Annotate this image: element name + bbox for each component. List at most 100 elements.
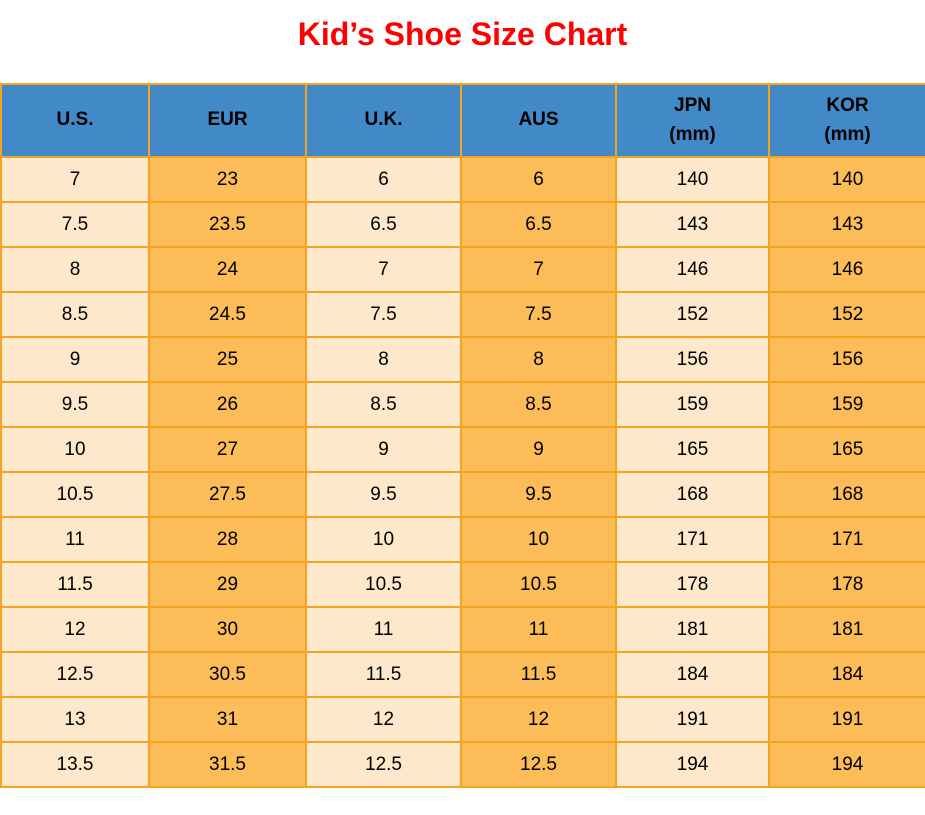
table-cell: 7 [0,156,150,203]
table-cell: 31 [148,696,307,743]
table-cell: 156 [768,336,925,383]
column-header-label: U.S. [56,109,94,131]
table-cell: 12.5 [305,741,462,788]
table-cell: 181 [615,606,770,653]
table-row: 12.5 30.5 11.5 11.5 184 184 [0,651,925,698]
table-cell: 29 [148,561,307,608]
shoe-size-table: U.S. EUR U.K. AUS JPN (mm) KOR (mm) 7 23 6 6 140 140… [0,83,925,788]
column-header-jpn: JPN (mm) [615,83,770,158]
table-cell: 9 [460,426,617,473]
table-row: 10 27 9 9 165 165 [0,426,925,473]
table-row: 9.5 26 8.5 8.5 159 159 [0,381,925,428]
table-cell: 24.5 [148,291,307,338]
table-body: 7 23 6 6 140 140 7.5 23.5 6.5 6.5 143 143 8 24 7 7 146 14… [0,156,925,788]
table-cell: 159 [768,381,925,428]
table-cell: 191 [768,696,925,743]
table-cell: 30 [148,606,307,653]
table-row: 7 23 6 6 140 140 [0,156,925,203]
table-cell: 28 [148,516,307,563]
table-cell: 25 [148,336,307,383]
table-cell: 156 [615,336,770,383]
table-cell: 171 [768,516,925,563]
table-cell: 12 [305,696,462,743]
table-row: 13 31 12 12 191 191 [0,696,925,743]
table-cell: 152 [615,291,770,338]
column-header-label: JPN [674,95,711,116]
table-cell: 12.5 [0,651,150,698]
table-cell: 11.5 [0,561,150,608]
table-row: 12 30 11 11 181 181 [0,606,925,653]
table-cell: 11 [460,606,617,653]
table-cell: 10.5 [0,471,150,518]
table-cell: 24 [148,246,307,293]
table-cell: 13 [0,696,150,743]
table-cell: 9 [305,426,462,473]
table-cell: 23 [148,156,307,203]
table-cell: 140 [615,156,770,203]
table-row: 9 25 8 8 156 156 [0,336,925,383]
table-cell: 13.5 [0,741,150,788]
table-row: 13.5 31.5 12.5 12.5 194 194 [0,741,925,788]
table-cell: 194 [615,741,770,788]
table-cell: 171 [615,516,770,563]
page-title: Kid’s Shoe Size Chart [297,16,628,52]
table-cell: 146 [615,246,770,293]
table-cell: 10 [460,516,617,563]
table-cell: 9 [0,336,150,383]
column-header-label: KOR [826,95,869,116]
table-header: U.S. EUR U.K. AUS JPN (mm) KOR (mm) [0,83,925,158]
table-cell: 10.5 [305,561,462,608]
table-cell: 178 [615,561,770,608]
table-cell: 27 [148,426,307,473]
table-cell: 7.5 [460,291,617,338]
table-row: 11 28 10 10 171 171 [0,516,925,563]
table-cell: 11 [0,516,150,563]
table-cell: 26 [148,381,307,428]
table-cell: 191 [615,696,770,743]
table-cell: 10 [305,516,462,563]
table-cell: 165 [615,426,770,473]
table-cell: 9.5 [305,471,462,518]
column-header-label: U.K. [364,109,403,131]
table-cell: 9.5 [460,471,617,518]
table-cell: 152 [768,291,925,338]
table-row: 8.5 24.5 7.5 7.5 152 152 [0,291,925,338]
column-header-kor: KOR (mm) [768,83,925,158]
table-cell: 11.5 [460,651,617,698]
table-cell: 143 [768,201,925,248]
table-cell: 23.5 [148,201,307,248]
table-cell: 12 [460,696,617,743]
table-cell: 178 [768,561,925,608]
table-cell: 6.5 [460,201,617,248]
table-cell: 184 [615,651,770,698]
table-cell: 27.5 [148,471,307,518]
table-cell: 194 [768,741,925,788]
table-cell: 7.5 [305,291,462,338]
table-cell: 168 [615,471,770,518]
table-cell: 140 [768,156,925,203]
column-header-us: U.S. [0,83,150,158]
table-cell: 30.5 [148,651,307,698]
column-header-sublabel: (mm) [669,123,716,145]
column-header-eur: EUR [148,83,307,158]
table-cell: 11 [305,606,462,653]
table-cell: 165 [768,426,925,473]
column-header-aus: AUS [460,83,617,158]
header-row: U.S. EUR U.K. AUS JPN (mm) KOR (mm) [0,83,925,158]
table-cell: 159 [615,381,770,428]
table-cell: 6.5 [305,201,462,248]
table-cell: 146 [768,246,925,293]
table-row: 8 24 7 7 146 146 [0,246,925,293]
table-cell: 8.5 [460,381,617,428]
table-row: 11.5 29 10.5 10.5 178 178 [0,561,925,608]
column-header-label: EUR [207,109,248,131]
table-cell: 12 [0,606,150,653]
table-cell: 7 [460,246,617,293]
table-cell: 181 [768,606,925,653]
table-cell: 10.5 [460,561,617,608]
column-header-uk: U.K. [305,83,462,158]
table-cell: 7 [305,246,462,293]
table-cell: 6 [305,156,462,203]
table-cell: 8 [0,246,150,293]
table-cell: 11.5 [305,651,462,698]
